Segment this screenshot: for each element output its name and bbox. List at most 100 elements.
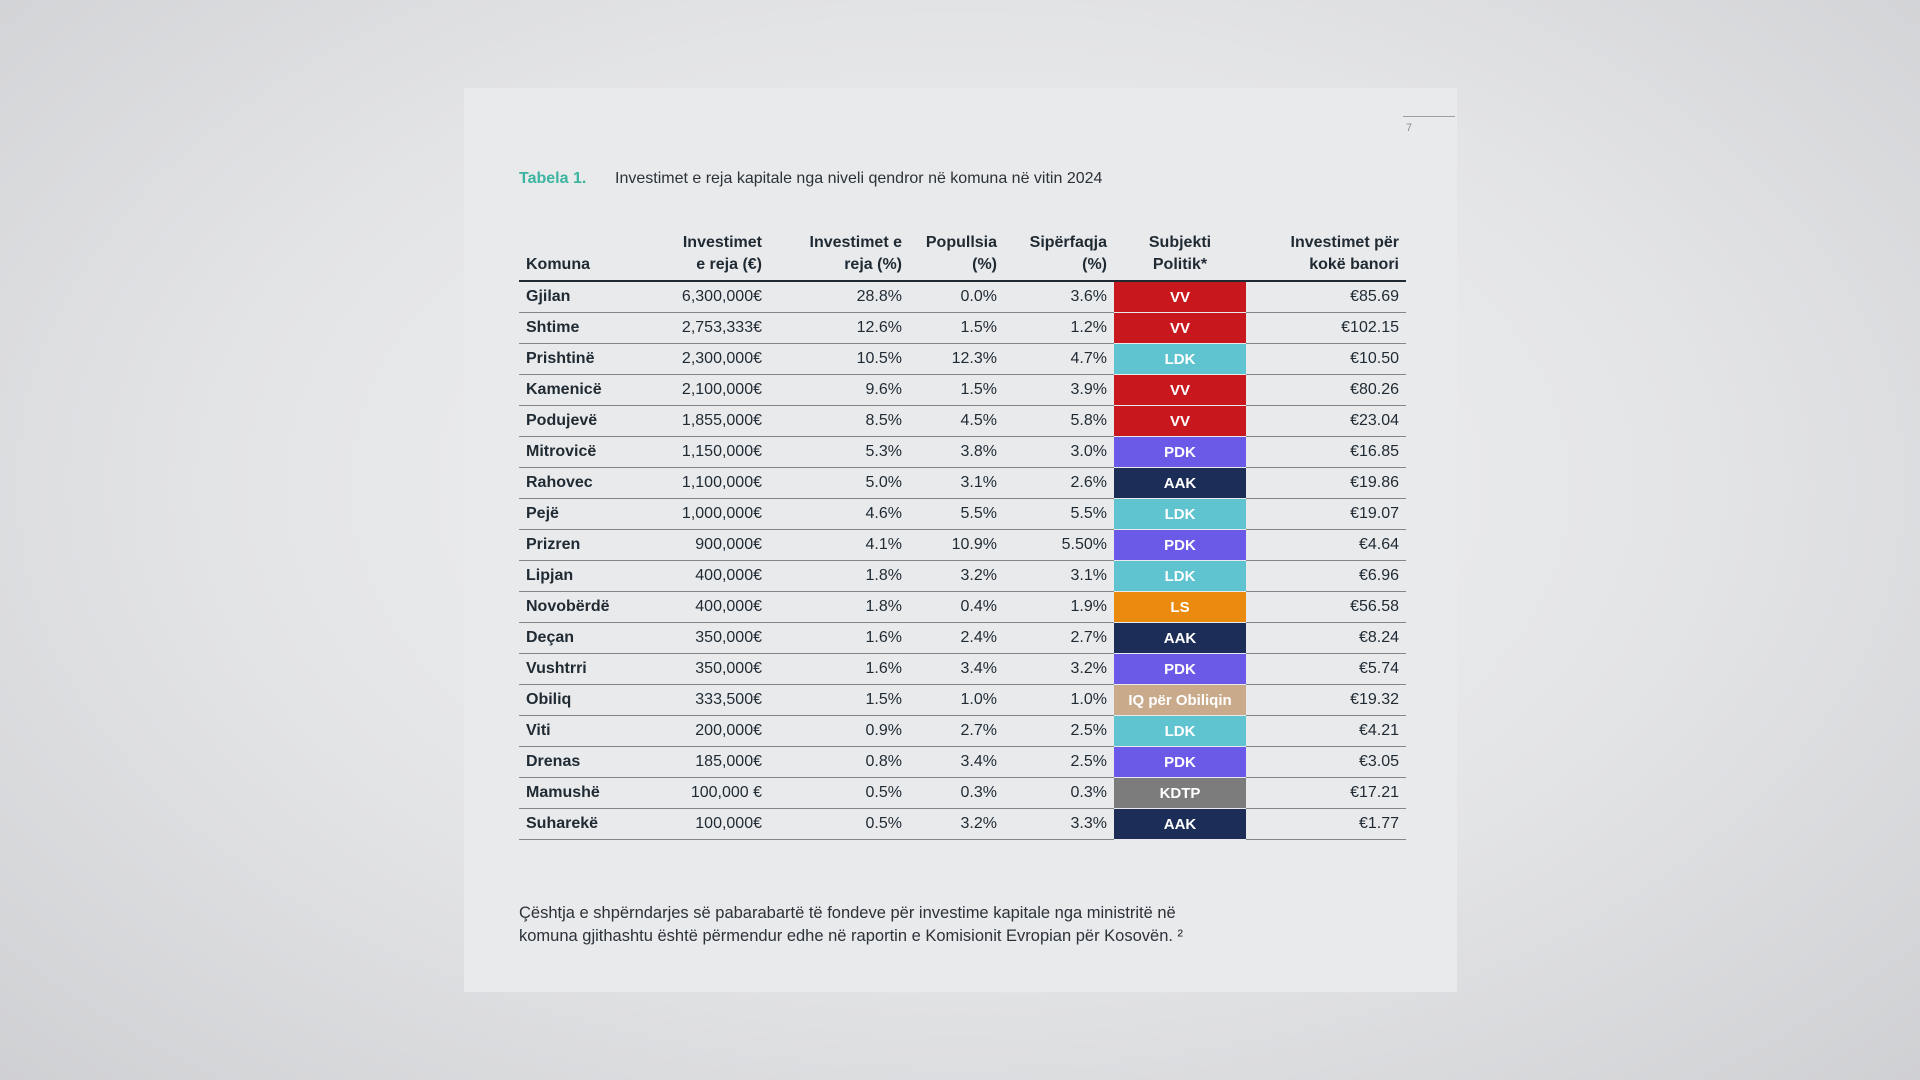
popullsia-cell: 3.2% bbox=[909, 808, 1004, 840]
party-badge: AAK bbox=[1114, 622, 1246, 654]
investimet-cell: 2,300,000€ bbox=[619, 343, 769, 375]
investimet-cell: 2,100,000€ bbox=[619, 374, 769, 406]
table-row: Kamenicë 2,100,000€ 9.6% 1.5% 3.9% VV €80.26 bbox=[519, 374, 1406, 406]
investimet-pct-cell: 0.5% bbox=[769, 808, 909, 840]
table-row: Shtime 2,753,333€ 12.6% 1.5% 1.2% VV €102.15 bbox=[519, 312, 1406, 344]
table-row: Prishtinë 2,300,000€ 10.5% 12.3% 4.7% LDK €10.… bbox=[519, 343, 1406, 375]
investimet-pct-cell: 12.6% bbox=[769, 312, 909, 344]
komuna-cell: Pejë bbox=[519, 498, 619, 530]
table-row: Podujevë 1,855,000€ 8.5% 4.5% 5.8% VV €23.04 bbox=[519, 405, 1406, 437]
komuna-cell: Mitrovicë bbox=[519, 436, 619, 468]
party-badge: LDK bbox=[1114, 560, 1246, 592]
investimet-cell: 333,500€ bbox=[619, 684, 769, 716]
investimet-cell: 6,300,000€ bbox=[619, 281, 769, 313]
footnote-paragraph: Çështja e shpërndarjes së pabarabartë të… bbox=[519, 904, 1184, 945]
investimet-pct-cell: 1.8% bbox=[769, 591, 909, 623]
investimet-pct-cell: 1.6% bbox=[769, 653, 909, 685]
komuna-cell: Shtime bbox=[519, 312, 619, 344]
per-kapita-cell: €19.07 bbox=[1246, 498, 1406, 530]
investimet-pct-cell: 5.3% bbox=[769, 436, 909, 468]
header-popullsia: Popullsia (%) bbox=[909, 232, 1004, 282]
komuna-cell: Podujevë bbox=[519, 405, 619, 437]
siperfaqja-cell: 5.8% bbox=[1004, 405, 1114, 437]
table-row: Pejë 1,000,000€ 4.6% 5.5% 5.5% LDK €19.07 bbox=[519, 498, 1406, 530]
komuna-cell: Kamenicë bbox=[519, 374, 619, 406]
komuna-cell: Suharekë bbox=[519, 808, 619, 840]
popullsia-cell: 0.3% bbox=[909, 777, 1004, 809]
per-kapita-cell: €10.50 bbox=[1246, 343, 1406, 375]
party-badge: VV bbox=[1114, 312, 1246, 344]
popullsia-cell: 1.5% bbox=[909, 374, 1004, 406]
party-badge: LDK bbox=[1114, 498, 1246, 530]
popullsia-cell: 12.3% bbox=[909, 343, 1004, 375]
party-badge: KDTP bbox=[1114, 777, 1246, 809]
popullsia-cell: 5.5% bbox=[909, 498, 1004, 530]
siperfaqja-cell: 3.3% bbox=[1004, 808, 1114, 840]
popullsia-cell: 1.0% bbox=[909, 684, 1004, 716]
komuna-cell: Gjilan bbox=[519, 281, 619, 313]
investimet-cell: 350,000€ bbox=[619, 653, 769, 685]
per-kapita-cell: €85.69 bbox=[1246, 281, 1406, 313]
document-page: 7 Tabela 1. Investimet e reja kapitale ng… bbox=[464, 88, 1457, 992]
popullsia-cell: 2.7% bbox=[909, 715, 1004, 747]
per-kapita-cell: €6.96 bbox=[1246, 560, 1406, 592]
party-badge: LDK bbox=[1114, 343, 1246, 375]
page-rule bbox=[1403, 116, 1455, 117]
investimet-cell: 100,000 € bbox=[619, 777, 769, 809]
table-row: Suharekë 100,000€ 0.5% 3.2% 3.3% AAK €1.77 bbox=[519, 808, 1406, 840]
popullsia-cell: 3.4% bbox=[909, 746, 1004, 778]
komuna-cell: Mamushë bbox=[519, 777, 619, 809]
popullsia-cell: 2.4% bbox=[909, 622, 1004, 654]
investimet-pct-cell: 8.5% bbox=[769, 405, 909, 437]
table-row: Lipjan 400,000€ 1.8% 3.2% 3.1% LDK €6.96 bbox=[519, 560, 1406, 592]
per-kapita-cell: €80.26 bbox=[1246, 374, 1406, 406]
komuna-cell: Lipjan bbox=[519, 560, 619, 592]
investimet-cell: 400,000€ bbox=[619, 560, 769, 592]
popullsia-cell: 3.8% bbox=[909, 436, 1004, 468]
per-kapita-cell: €19.86 bbox=[1246, 467, 1406, 499]
siperfaqja-cell: 0.3% bbox=[1004, 777, 1114, 809]
investimet-pct-cell: 4.6% bbox=[769, 498, 909, 530]
komuna-cell: Rahovec bbox=[519, 467, 619, 499]
party-badge: PDK bbox=[1114, 436, 1246, 468]
investimet-cell: 1,855,000€ bbox=[619, 405, 769, 437]
table-row: Gjilan 6,300,000€ 28.8% 0.0% 3.6% VV €85.69 bbox=[519, 281, 1406, 313]
siperfaqja-cell: 1.2% bbox=[1004, 312, 1114, 344]
party-badge: IQ për Obiliqin bbox=[1114, 684, 1246, 716]
table-row: Novobërdë 400,000€ 1.8% 0.4% 1.9% LS €56.58 bbox=[519, 591, 1406, 623]
header-per-kapita: Investimet për kokë banori bbox=[1246, 232, 1406, 282]
party-badge: VV bbox=[1114, 405, 1246, 437]
popullsia-cell: 0.4% bbox=[909, 591, 1004, 623]
investimet-cell: 900,000€ bbox=[619, 529, 769, 561]
party-badge: VV bbox=[1114, 281, 1246, 313]
siperfaqja-cell: 4.7% bbox=[1004, 343, 1114, 375]
siperfaqja-cell: 2.5% bbox=[1004, 715, 1114, 747]
popullsia-cell: 3.2% bbox=[909, 560, 1004, 592]
siperfaqja-cell: 2.6% bbox=[1004, 467, 1114, 499]
party-badge: VV bbox=[1114, 374, 1246, 406]
komuna-cell: Prishtinë bbox=[519, 343, 619, 375]
siperfaqja-cell: 2.5% bbox=[1004, 746, 1114, 778]
komuna-cell: Obiliq bbox=[519, 684, 619, 716]
investimet-pct-cell: 4.1% bbox=[769, 529, 909, 561]
per-kapita-cell: €8.24 bbox=[1246, 622, 1406, 654]
investimet-cell: 350,000€ bbox=[619, 622, 769, 654]
table-body: Gjilan 6,300,000€ 28.8% 0.0% 3.6% VV €85.69 Sht… bbox=[519, 281, 1406, 840]
siperfaqja-cell: 3.6% bbox=[1004, 281, 1114, 313]
popullsia-cell: 3.1% bbox=[909, 467, 1004, 499]
per-kapita-cell: €17.21 bbox=[1246, 777, 1406, 809]
header-siperfaqja: Sipërfaqja (%) bbox=[1004, 232, 1114, 282]
popullsia-cell: 4.5% bbox=[909, 405, 1004, 437]
investimet-cell: 1,150,000€ bbox=[619, 436, 769, 468]
party-badge: PDK bbox=[1114, 653, 1246, 685]
per-kapita-cell: €23.04 bbox=[1246, 405, 1406, 437]
investimet-cell: 1,000,000€ bbox=[619, 498, 769, 530]
party-badge: PDK bbox=[1114, 529, 1246, 561]
investimet-pct-cell: 9.6% bbox=[769, 374, 909, 406]
popullsia-cell: 3.4% bbox=[909, 653, 1004, 685]
per-kapita-cell: €4.21 bbox=[1246, 715, 1406, 747]
investimet-cell: 2,753,333€ bbox=[619, 312, 769, 344]
popullsia-cell: 10.9% bbox=[909, 529, 1004, 561]
komuna-cell: Viti bbox=[519, 715, 619, 747]
komuna-cell: Novobërdë bbox=[519, 591, 619, 623]
